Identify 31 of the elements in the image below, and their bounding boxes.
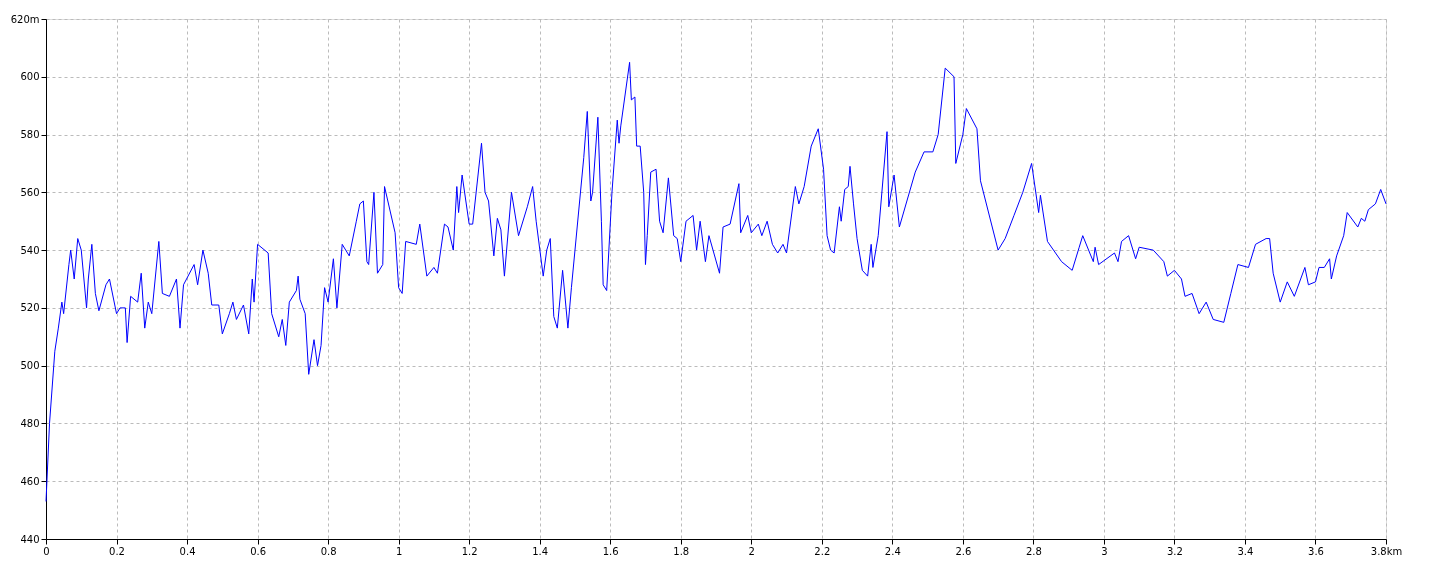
y-tick-label: 540 bbox=[20, 244, 40, 256]
y-tick-label: 600 bbox=[20, 71, 40, 83]
x-tick-label: 1.4 bbox=[532, 545, 549, 557]
x-tick-label: 0.2 bbox=[109, 545, 125, 557]
x-tick-label: 2.6 bbox=[955, 545, 972, 557]
x-tick-label: 2.8 bbox=[1025, 545, 1042, 557]
x-tick-label: 3.8km bbox=[1370, 545, 1403, 557]
x-tick-label: 1.2 bbox=[461, 545, 478, 557]
y-tick-label: 580 bbox=[20, 129, 40, 141]
x-tick-label: 0 bbox=[43, 545, 50, 557]
y-tick-label: 440 bbox=[20, 533, 40, 545]
x-tick-label: 0.4 bbox=[179, 545, 196, 557]
x-tick-label: 1.8 bbox=[673, 545, 690, 557]
y-tick-label: 620m bbox=[10, 13, 40, 25]
x-tick-label: 3 bbox=[1101, 545, 1108, 557]
x-tick-label: 3.4 bbox=[1237, 545, 1254, 557]
x-tick-label: 3.6 bbox=[1308, 545, 1324, 557]
y-tick-label: 520 bbox=[20, 302, 40, 314]
y-tick-label: 480 bbox=[20, 417, 40, 429]
x-tick-label: 0.8 bbox=[320, 545, 337, 557]
y-tick-label: 560 bbox=[20, 186, 40, 198]
x-tick-label: 1.6 bbox=[602, 545, 619, 557]
line-series bbox=[45, 61, 1387, 502]
x-tick-label: 0.6 bbox=[250, 545, 267, 557]
x-tick-label: 1 bbox=[395, 545, 403, 557]
x-tick-label: 2.2 bbox=[814, 545, 831, 557]
y-tick-label: 460 bbox=[20, 475, 40, 487]
y-tick-label: 500 bbox=[20, 360, 40, 372]
x-tick-label: 2.4 bbox=[884, 545, 901, 557]
x-tick-label: 3.2 bbox=[1166, 545, 1183, 557]
x-tick-label: 2 bbox=[748, 545, 755, 557]
